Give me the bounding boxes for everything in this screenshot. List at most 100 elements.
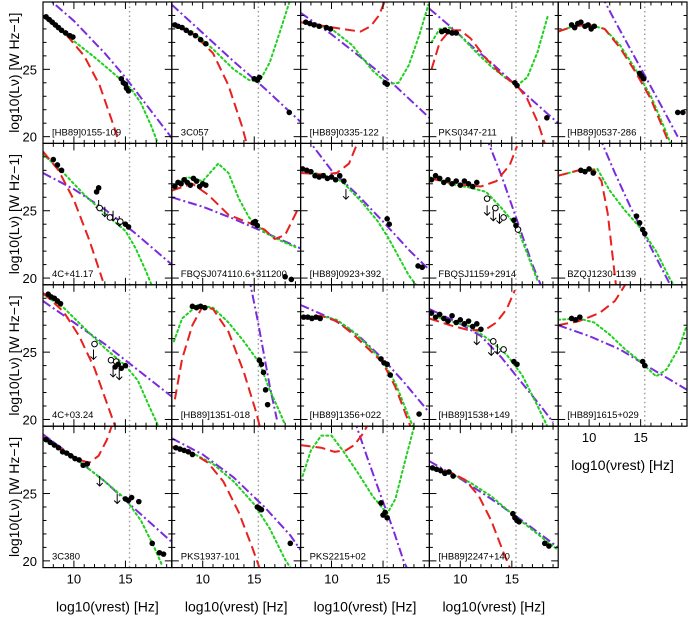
data-point bbox=[47, 439, 54, 446]
green-dotted-curve bbox=[558, 317, 687, 378]
data-point bbox=[260, 369, 267, 376]
panel-19: [HB89]2247+140 10 15 bbox=[428, 425, 559, 587]
x-tick-label: 10 bbox=[453, 572, 467, 587]
data-point bbox=[641, 230, 648, 237]
red-dashed-curve bbox=[429, 289, 516, 332]
data-point bbox=[578, 19, 584, 26]
panel-ticks bbox=[428, 1, 559, 144]
green-dotted-curve bbox=[300, 169, 417, 285]
panel-frame bbox=[300, 142, 431, 286]
data-point bbox=[254, 222, 261, 229]
upper-limit-arrowhead bbox=[96, 482, 104, 487]
panel-ticks bbox=[428, 142, 559, 285]
plot-area bbox=[43, 426, 172, 568]
panel-frame bbox=[42, 1, 173, 144]
green-dotted-curve bbox=[172, 303, 287, 426]
data-point bbox=[258, 506, 265, 513]
panel-name-label: 4C+03.24 bbox=[52, 410, 93, 421]
panel-name-label: [HB89]1351-018 bbox=[181, 410, 250, 421]
purple-dashdot-curve bbox=[50, 2, 172, 139]
data-point bbox=[453, 30, 459, 36]
plot-area bbox=[43, 143, 172, 285]
plot-area bbox=[43, 2, 172, 144]
green-dotted-curve bbox=[558, 167, 675, 285]
panel-frame bbox=[428, 142, 559, 286]
purple-dashdot-curve bbox=[601, 143, 671, 284]
data-point bbox=[136, 498, 142, 505]
data-point bbox=[446, 469, 452, 475]
data-point bbox=[282, 273, 288, 280]
data-point bbox=[70, 34, 76, 40]
panel-18: PKS2215+02 10 15 bbox=[300, 425, 431, 587]
data-point bbox=[384, 514, 390, 521]
green-dotted-curve bbox=[43, 293, 160, 427]
panel-ticks bbox=[171, 1, 301, 144]
data-point bbox=[641, 362, 648, 369]
data-point bbox=[62, 30, 69, 36]
panel-name-label: [HB89]1615+029 bbox=[567, 410, 639, 421]
green-dotted-curve bbox=[300, 314, 414, 427]
data-point bbox=[201, 304, 208, 311]
data-point bbox=[95, 185, 102, 191]
data-point bbox=[384, 361, 390, 368]
data-point bbox=[384, 216, 390, 222]
y-tick-label: 20 bbox=[23, 130, 37, 145]
panel-16: 3C380 20 25 10 15 bbox=[23, 425, 173, 587]
red-dashed-curve bbox=[171, 23, 248, 144]
upper-limit-arrowhead bbox=[483, 211, 491, 217]
plot-area bbox=[171, 2, 301, 144]
panel-3: [HB89]0335-122 bbox=[300, 1, 431, 144]
upper-limit-arrowhead bbox=[115, 376, 123, 381]
data-point bbox=[197, 36, 204, 43]
x-tick-label: 10 bbox=[324, 572, 338, 587]
data-point bbox=[457, 317, 464, 323]
panel-1: [HB89]0155-109 20 25 bbox=[23, 1, 173, 145]
data-point bbox=[203, 182, 209, 188]
data-point bbox=[514, 82, 520, 89]
panel-name-label: PKS2215+02 bbox=[310, 552, 366, 563]
red-dashed-curve bbox=[43, 15, 120, 144]
purple-dashdot-curve bbox=[171, 196, 301, 250]
panel-ticks bbox=[300, 425, 430, 568]
data-point bbox=[264, 401, 271, 408]
data-point bbox=[432, 314, 439, 320]
data-point bbox=[473, 179, 480, 186]
x-tick-label: 15 bbox=[118, 572, 132, 587]
panel-6: 4C+41.17 20 25 bbox=[23, 142, 173, 286]
panel-11: 4C+03.24 20 25 bbox=[23, 284, 173, 427]
panel-5: [HB89]0537-286 bbox=[557, 1, 688, 144]
panel-ticks bbox=[557, 284, 687, 427]
green-dotted-curve bbox=[171, 446, 292, 568]
data-point bbox=[453, 319, 459, 326]
plot-area bbox=[429, 2, 559, 144]
green-dotted-curve bbox=[429, 466, 559, 552]
panel-name-label: [HB89]1538+149 bbox=[438, 410, 510, 421]
data-point bbox=[288, 276, 295, 283]
green-dotted-curve bbox=[301, 426, 416, 516]
data-point bbox=[441, 315, 447, 322]
red-dashed-curve bbox=[558, 23, 670, 144]
upper-limit-arrowhead bbox=[342, 195, 350, 200]
data-point bbox=[382, 509, 388, 516]
data-point bbox=[149, 540, 156, 547]
panel-9: FBQSJ1159+2914 bbox=[428, 142, 559, 286]
data-point bbox=[185, 448, 192, 455]
data-point bbox=[416, 411, 422, 417]
y-tick-label: 20 bbox=[23, 271, 37, 286]
data-point bbox=[378, 500, 384, 506]
green-dotted-curve bbox=[429, 176, 539, 282]
data-point bbox=[320, 172, 327, 179]
panel-15: [HB89]1615+029 10 15 bbox=[557, 284, 688, 445]
data-point bbox=[586, 166, 592, 172]
data-point bbox=[436, 311, 443, 318]
data-point bbox=[640, 75, 647, 82]
panel-ticks bbox=[557, 142, 687, 285]
green-dotted-curve bbox=[43, 437, 164, 568]
panel-frame bbox=[171, 1, 302, 144]
purple-dashdot-curve bbox=[603, 2, 679, 138]
y-tick-label: 25 bbox=[23, 62, 37, 77]
data-point bbox=[449, 312, 455, 319]
data-point bbox=[590, 170, 597, 176]
data-point bbox=[577, 314, 583, 320]
